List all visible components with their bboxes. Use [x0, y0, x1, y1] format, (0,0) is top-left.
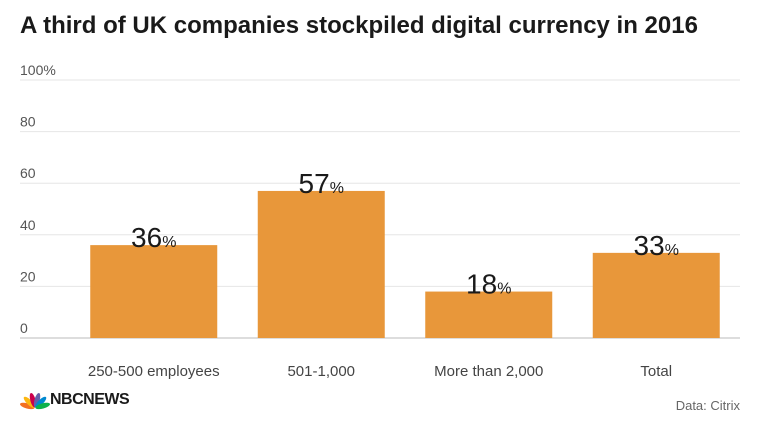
bar — [592, 252, 720, 338]
data-label: 33% — [634, 230, 679, 261]
y-tick-label: 40 — [20, 217, 36, 233]
y-tick-label: 80 — [20, 114, 36, 130]
x-tick-label: 501-1,000 — [287, 363, 355, 380]
peacock-feather — [35, 402, 50, 410]
data-label: 18% — [466, 269, 511, 300]
chart-title: A third of UK companies stockpiled digit… — [20, 12, 698, 39]
peacock-feather — [20, 402, 35, 410]
y-tick-label: 20 — [20, 268, 36, 284]
logo-text: NBCNEWS — [50, 391, 130, 408]
y-tick-label: 60 — [20, 165, 36, 181]
x-tick-label: Total — [640, 363, 672, 380]
y-tick-label: 100% — [20, 62, 56, 78]
bar — [90, 245, 218, 338]
nbc-news-logo: NBCNEWS — [20, 390, 130, 410]
bar — [257, 190, 385, 338]
x-tick-label: More than 2,000 — [434, 363, 543, 380]
peacock-icon — [20, 392, 50, 410]
bar — [425, 291, 553, 338]
peacock-feather — [33, 392, 41, 408]
y-tick-label: 0 — [20, 320, 28, 336]
x-tick-label: 250-500 employees — [88, 363, 220, 380]
data-source: Data: Citrix — [675, 398, 740, 413]
data-label: 36% — [131, 222, 176, 253]
data-label: 57% — [299, 168, 344, 199]
